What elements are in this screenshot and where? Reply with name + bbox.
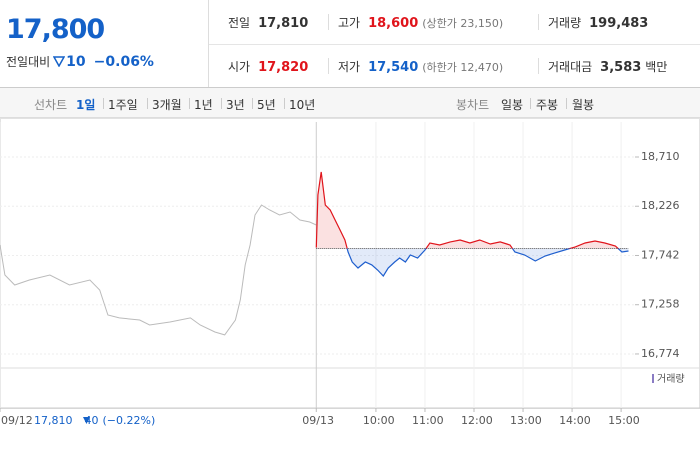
tab-divider [189,98,190,109]
tab-divider [530,98,531,109]
tab-divider [284,98,285,109]
quote-value: 17,810 [258,16,309,31]
line-above [315,171,620,249]
period-tab[interactable]: 1주일 [108,98,138,112]
chart-nav: 선차트 1일 1주일 3개월 1년 3년 5년 10년 봉차트 일봉 주봉 월봉 [0,88,700,118]
quote-note: (하한가 12,470) [422,61,504,74]
line-chart-label: 선차트 [34,98,68,112]
prev-day-info: 17,810 40 (−0.22%) [34,414,155,427]
quote-value: 17,820 [258,60,309,75]
x-tick-label: 09/12 [1,414,33,427]
volume-legend: 거래량 [657,373,685,385]
tab-divider [252,98,253,109]
change-rate: −0.06% [93,53,154,70]
quote-label: 거래량 [548,16,582,30]
y-tick-label: 18,226 [641,199,680,212]
y-tick-label: 16,774 [641,347,680,360]
change-label: 전일대비 [6,55,51,69]
prev-day-rate: (−0.22%) [103,414,156,427]
x-tick-label: 13:00 [510,414,542,427]
cell-divider [328,14,329,30]
y-tick-label: 18,710 [641,150,680,163]
period-tab[interactable]: 5년 [257,98,276,112]
quote-cell: 거래대금 3,583 백만 [548,58,667,75]
quote-label: 시가 [228,60,251,74]
quote-label: 거래대금 [548,60,593,74]
volume-legend-swatch [652,374,654,383]
quote-value: 18,600 [368,16,419,31]
period-tab[interactable]: 1년 [194,98,213,112]
quote-value: 3,583 [600,60,642,75]
x-tick-label: 11:00 [412,414,444,427]
prev-day-close: 17,810 [34,414,73,427]
quote-cell: 저가 17,540 (하한가 12,470) [338,58,503,75]
change-value: 10 [66,53,86,70]
period-tab[interactable]: 3년 [226,98,245,112]
cell-divider [538,58,539,74]
price-change: 전일대비 10 −0.06% [6,53,154,70]
cell-divider [328,58,329,74]
price-line [0,204,317,336]
quote-header: 17,800 전일대비 10 −0.06% 전일 17,810 고가 18,600 (상… [0,0,700,88]
quote-cell: 고가 18,600 (상한가 23,150) [338,14,503,31]
area-below [316,248,629,276]
price-panel: 17,800 전일대비 10 −0.06% [0,0,209,87]
x-tick-label: 12:00 [461,414,493,427]
x-tick-label: 10:00 [363,414,395,427]
candle-tab[interactable]: 일봉 [501,98,524,112]
quote-cell: 시가 17,820 [228,58,308,75]
down-icon [83,417,90,424]
x-tick-label: 14:00 [559,414,591,427]
period-tab[interactable]: 10년 [289,98,316,112]
row-divider [209,44,700,45]
x-tick-label: 15:00 [608,414,640,427]
current-price: 17,800 [6,14,105,45]
tab-divider [566,98,567,109]
quote-unit: 백만 [645,60,668,74]
quote-value: 199,483 [589,16,649,31]
cell-divider [538,14,539,30]
y-tick-label: 17,258 [641,298,680,311]
quote-value: 17,540 [368,60,419,75]
candle-tab[interactable]: 월봉 [572,98,595,112]
quote-label: 고가 [338,16,361,30]
line-below [346,248,629,277]
period-tab[interactable]: 1일 [76,98,96,112]
candle-chart-label: 봉차트 [456,98,490,112]
quote-note: (상한가 23,150) [422,17,504,30]
down-icon [53,56,66,67]
period-tab[interactable]: 3개월 [152,98,182,112]
plot-frame [0,118,700,409]
tab-divider [103,98,104,109]
x-tick-label: 09/13 [302,414,334,427]
tab-divider [221,98,222,109]
quote-cell: 전일 17,810 [228,14,308,31]
quote-label: 저가 [338,60,361,74]
quote-cell: 거래량 199,483 [548,14,648,31]
candle-tab[interactable]: 주봉 [536,98,559,112]
tab-divider [147,98,148,109]
chart: 18,710 18,226 17,742 17,258 16,774 09/12 09/13… [0,118,700,427]
y-tick-label: 17,742 [641,248,680,261]
quote-label: 전일 [228,16,251,30]
